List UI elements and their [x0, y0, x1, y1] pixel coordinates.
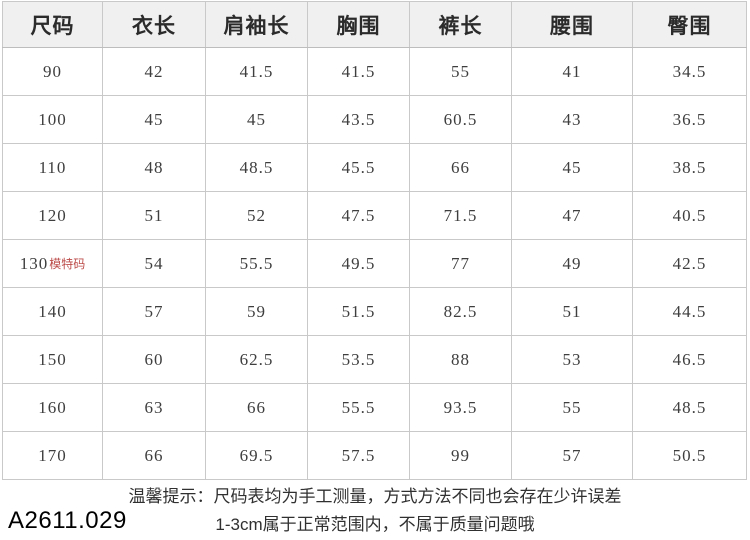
measurement-cell: 99 [409, 431, 512, 480]
size-value: 150 [38, 349, 67, 369]
measurement-cell: 50.5 [632, 431, 747, 480]
size-value: 130 [19, 253, 49, 273]
measurement-cell: 62.5 [205, 335, 308, 384]
measurement-cell: 34.5 [632, 47, 747, 96]
measurement-cell: 43 [511, 95, 633, 144]
measurement-cell: 55 [511, 383, 633, 432]
measurement-cell: 53 [511, 335, 633, 384]
size-value: 140 [38, 301, 67, 321]
measurement-cell: 45.5 [307, 143, 410, 192]
measurement-cell: 66 [205, 383, 308, 432]
measurement-cell: 42.5 [632, 239, 747, 288]
measurement-cell: 45 [205, 95, 308, 144]
measurement-cell: 55 [409, 47, 512, 96]
size-table: 尺码 衣长 肩袖长 胸围 裤长 腰围 臀围 90 42 41.5 41.5 55 41 34.5 100 4… [2, 1, 747, 480]
table-row-size-150: 150 60 62.5 53.5 88 53 46.5 [2, 335, 747, 384]
table-row-size-160: 160 63 66 55.5 93.5 55 48.5 [2, 383, 747, 432]
table-row-size-100: 100 45 45 43.5 60.5 43 36.5 [2, 95, 747, 144]
measurement-cell: 45 [511, 143, 633, 192]
table-row-size-90: 90 42 41.5 41.5 55 41 34.5 [2, 47, 747, 96]
size-table-header-row: 尺码 衣长 肩袖长 胸围 裤长 腰围 臀围 [2, 1, 747, 48]
size-cell: 150 [2, 335, 103, 384]
measurement-cell: 59 [205, 287, 308, 336]
measurement-cell: 53.5 [307, 335, 410, 384]
measurement-cell: 69.5 [205, 431, 308, 480]
size-cell: 170 [2, 431, 103, 480]
measurement-cell: 57 [511, 431, 633, 480]
measurement-cell: 45 [102, 95, 206, 144]
size-value: 160 [38, 397, 67, 417]
measurement-cell: 63 [102, 383, 206, 432]
size-value: 170 [38, 445, 67, 465]
measurement-cell: 54 [102, 239, 206, 288]
measurement-cell: 71.5 [409, 191, 512, 240]
column-header-7: 臀围 [632, 1, 747, 48]
measurement-cell: 42 [102, 47, 206, 96]
column-header-2: 衣长 [102, 1, 206, 48]
measurement-cell: 41.5 [205, 47, 308, 96]
table-row-size-120: 120 51 52 47.5 71.5 47 40.5 [2, 191, 747, 240]
measurement-cell: 36.5 [632, 95, 747, 144]
measurement-cell: 43.5 [307, 95, 410, 144]
table-row-size-140: 140 57 59 51.5 82.5 51 44.5 [2, 287, 747, 336]
measurement-cell: 77 [409, 239, 512, 288]
measurement-cell: 41.5 [307, 47, 410, 96]
measurement-cell: 88 [409, 335, 512, 384]
measurement-cell: 93.5 [409, 383, 512, 432]
measurement-cell: 41 [511, 47, 633, 96]
measurement-cell: 44.5 [632, 287, 747, 336]
table-row-size-130: 130模特码 54 55.5 49.5 77 49 42.5 [2, 239, 747, 288]
table-row-size-170: 170 66 69.5 57.5 99 57 50.5 [2, 431, 747, 480]
size-value: 110 [38, 157, 67, 177]
measurement-cell: 49 [511, 239, 633, 288]
measurement-cell: 51 [511, 287, 633, 336]
disclaimer-line-1: 温馨提示：尺码表均为手工测量，方式方法不同也会存在少许误差 [128, 487, 622, 506]
measurement-cell: 52 [205, 191, 308, 240]
measurement-cell: 57 [102, 287, 206, 336]
measurement-cell: 60 [102, 335, 206, 384]
measurement-cell: 46.5 [632, 335, 747, 384]
column-header-3: 肩袖长 [205, 1, 308, 48]
size-cell: 100 [2, 95, 103, 144]
measurement-cell: 38.5 [632, 143, 747, 192]
measurement-cell: 51 [102, 191, 206, 240]
measurement-cell: 48 [102, 143, 206, 192]
column-header-6: 腰围 [511, 1, 633, 48]
measurement-cell: 47 [511, 191, 633, 240]
measurement-cell: 51.5 [307, 287, 410, 336]
size-table-body: 90 42 41.5 41.5 55 41 34.5 100 45 45 43.5 60.5 43 36.… [2, 47, 747, 480]
column-header-4: 胸围 [307, 1, 410, 48]
product-code: A2611.029 [8, 507, 127, 534]
measurement-cell: 49.5 [307, 239, 410, 288]
size-cell: 110 [2, 143, 103, 192]
column-header-1: 尺码 [2, 1, 103, 48]
model-size-tag: 模特码 [49, 256, 86, 271]
size-value: 90 [43, 61, 62, 81]
size-value: 120 [38, 205, 67, 225]
size-cell: 90 [2, 47, 103, 96]
size-cell: 160 [2, 383, 103, 432]
measurement-cell: 48.5 [632, 383, 747, 432]
table-row-size-110: 110 48 48.5 45.5 66 45 38.5 [2, 143, 747, 192]
measurement-cell: 40.5 [632, 191, 747, 240]
measurement-cell: 66 [102, 431, 206, 480]
size-cell: 120 [2, 191, 103, 240]
size-cell: 130模特码 [2, 239, 103, 288]
measurement-cell: 60.5 [409, 95, 512, 144]
column-header-5: 裤长 [409, 1, 512, 48]
size-value: 100 [38, 109, 67, 129]
measurement-cell: 57.5 [307, 431, 410, 480]
size-cell: 140 [2, 287, 103, 336]
measurement-cell: 47.5 [307, 191, 410, 240]
disclaimer-line-2: 1-3cm属于正常范围内，不属于质量问题哦 [215, 515, 535, 534]
measurement-cell: 55.5 [307, 383, 410, 432]
measurement-cell: 82.5 [409, 287, 512, 336]
measurement-disclaimer: 温馨提示：尺码表均为手工测量，方式方法不同也会存在少许误差 1-3cm属于正常范… [0, 483, 750, 539]
measurement-cell: 48.5 [205, 143, 308, 192]
measurement-cell: 66 [409, 143, 512, 192]
measurement-cell: 55.5 [205, 239, 308, 288]
